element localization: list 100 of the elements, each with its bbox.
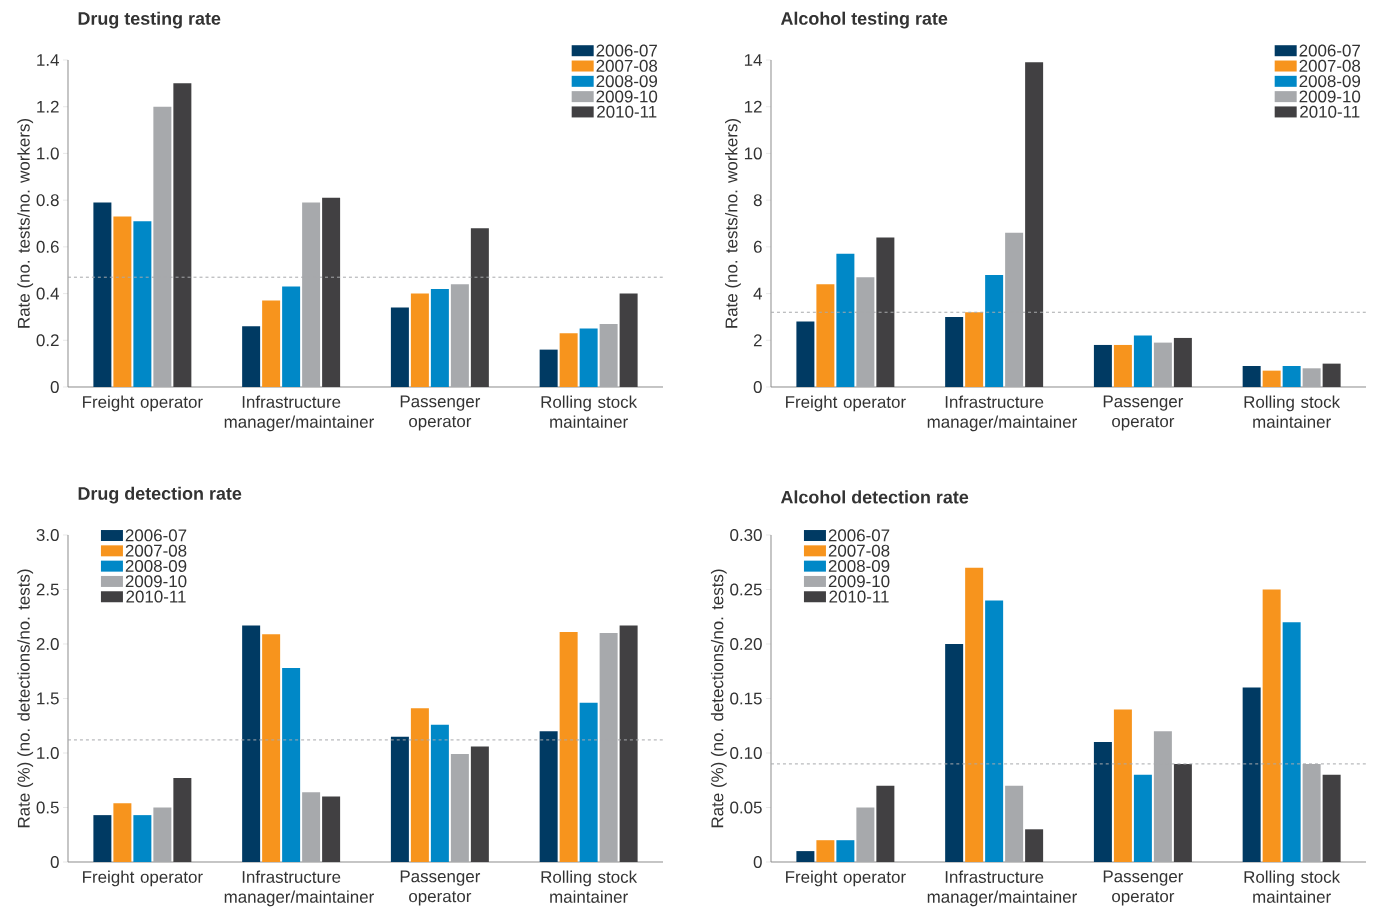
y-tick-label: 0: [753, 380, 762, 393]
legend-label: 2009-10: [1299, 90, 1361, 103]
legend-label: 2007-08: [596, 59, 658, 72]
legend-label: 2008-09: [828, 559, 890, 572]
legend-label: 2007-08: [828, 544, 890, 557]
bar: [965, 567, 984, 862]
y-tick-label: 0: [50, 380, 59, 393]
y-tick-label: 0.8: [36, 194, 59, 207]
bar: [322, 796, 341, 862]
legend-label: 2006-07: [125, 529, 187, 542]
y-tick-label: 0: [753, 856, 762, 868]
bar: [1242, 365, 1261, 387]
y-tick-label: 0.15: [730, 692, 762, 705]
bar: [242, 625, 261, 862]
y-tick-label: 3.0: [36, 529, 59, 541]
y-axis-title: Rate (%) (no. detections/no. tests): [17, 569, 34, 828]
bar: [410, 708, 429, 862]
bar: [619, 625, 638, 862]
bar: [1322, 363, 1341, 387]
y-tick-label: 0.20: [730, 638, 762, 650]
bar: [539, 731, 558, 862]
y-tick-label: 1.2: [37, 100, 59, 113]
bar: [1322, 774, 1341, 862]
bar: [559, 632, 578, 862]
bar: [1173, 763, 1192, 862]
bar: [985, 600, 1004, 862]
bar: [173, 778, 192, 862]
legend-label: 2010-11: [829, 590, 889, 603]
y-tick-label: 0.25: [730, 583, 762, 596]
legend-label: 2008-09: [1299, 75, 1361, 88]
y-tick-label: 2: [753, 334, 762, 347]
chart-title: Alcohol detection rate: [780, 490, 969, 504]
bar: [579, 328, 598, 387]
bar: [856, 807, 875, 862]
x-tick-label: Rolling stock maintainer: [1244, 395, 1341, 428]
bar: [816, 284, 835, 387]
bar: [93, 815, 112, 862]
y-tick-label: 14: [744, 54, 762, 66]
y-tick-label: 1.5: [37, 692, 59, 705]
y-tick-label: 6: [753, 240, 762, 253]
bar: [539, 349, 558, 387]
y-tick-label: 0.6: [36, 240, 59, 253]
bar: [430, 724, 449, 862]
legend-label: 2007-08: [125, 544, 187, 557]
x-tick-label: Rolling stock maintainer: [541, 870, 638, 903]
legend-label: 2006-07: [1299, 44, 1360, 57]
y-tick-label: 0.2: [36, 334, 59, 347]
y-tick-label: 0.30: [730, 529, 762, 541]
bar: [430, 288, 449, 387]
bar: [93, 202, 112, 387]
bar: [113, 216, 132, 387]
bar: [945, 644, 964, 862]
bar: [1093, 742, 1112, 862]
bar: [816, 840, 835, 862]
bar: [173, 83, 192, 387]
y-axis-title: Rate (no. tests/no. workers): [725, 118, 741, 328]
y-tick-label: 0.10: [730, 747, 762, 759]
y-tick-label: 0.05: [730, 801, 762, 814]
x-tick-label: Infrastructure manager/maintainer: [927, 870, 1077, 907]
y-tick-label: 0.5: [36, 801, 59, 814]
bar: [945, 316, 964, 387]
bar: [1093, 344, 1112, 387]
chart-title: Drug detection rate: [78, 486, 242, 504]
x-tick-label: Freight operator: [83, 870, 203, 887]
bar: [836, 840, 855, 862]
bar: [1302, 368, 1321, 387]
x-tick-label: Passenger operator: [400, 395, 481, 431]
y-tick-label: 0.4: [36, 287, 59, 300]
y-tick-label: 12: [744, 100, 762, 113]
bar: [470, 228, 489, 387]
bar: [133, 815, 152, 862]
legend-label: 2010-11: [126, 590, 186, 603]
bar: [302, 792, 321, 862]
bar: [619, 293, 638, 387]
bar: [1262, 589, 1281, 862]
bar: [985, 274, 1004, 387]
bar: [390, 736, 409, 862]
x-tick-label: Passenger operator: [1103, 870, 1184, 906]
x-tick-label: Rolling stock maintainer: [1244, 870, 1341, 903]
bar: [796, 851, 815, 862]
bar: [390, 307, 409, 387]
bar: [1153, 342, 1172, 387]
legend-label: 2008-09: [125, 559, 187, 572]
legend-label: 2010-11: [1300, 105, 1360, 118]
x-tick-label: Rolling stock maintainer: [541, 395, 638, 428]
chart-title: Drug testing rate: [78, 11, 221, 29]
bar: [242, 326, 261, 387]
y-tick-label: 0: [50, 856, 59, 868]
bar: [876, 237, 895, 387]
bar: [113, 803, 132, 862]
bar: [153, 807, 172, 862]
bar: [133, 221, 152, 387]
bar: [1282, 622, 1301, 862]
bar: [1005, 785, 1024, 862]
x-tick-label: Freight operator: [786, 870, 906, 887]
x-tick-label: Freight operator: [83, 395, 203, 412]
bar: [1113, 344, 1132, 387]
bar: [1282, 365, 1301, 387]
x-tick-label: Infrastructure manager/maintainer: [927, 395, 1077, 432]
bar: [282, 286, 301, 387]
